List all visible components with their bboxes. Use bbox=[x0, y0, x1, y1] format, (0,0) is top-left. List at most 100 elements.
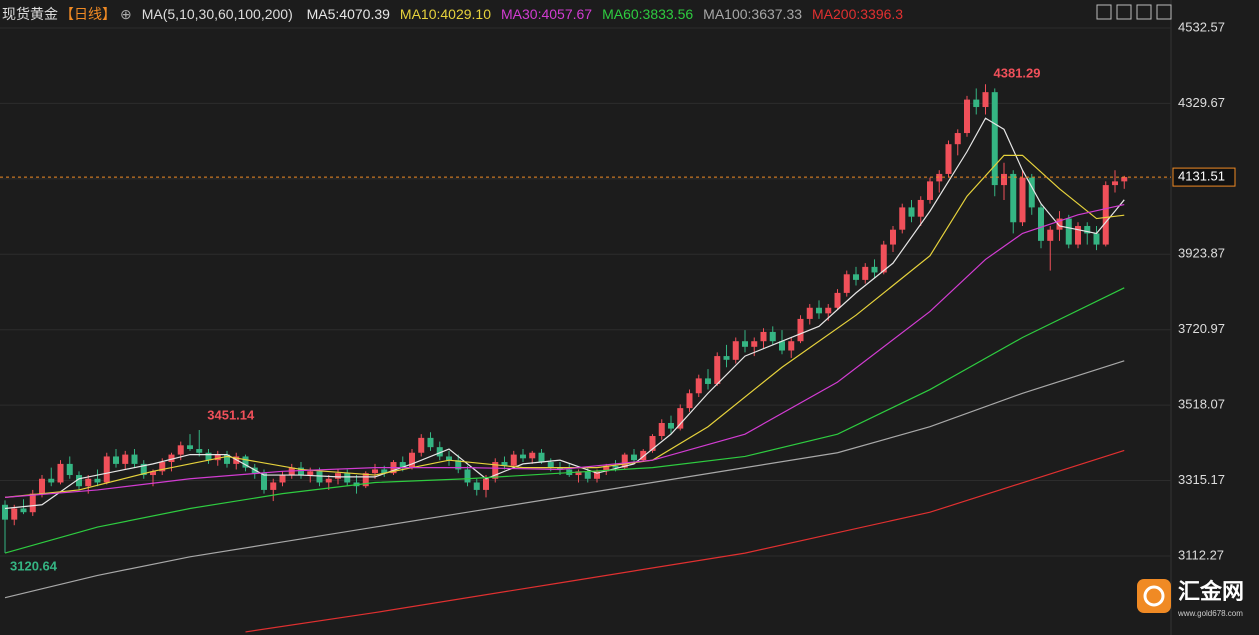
candle-body bbox=[788, 341, 795, 351]
candle-body bbox=[344, 473, 351, 483]
extreme-label: 3451.14 bbox=[207, 407, 255, 422]
candle-body bbox=[908, 207, 915, 217]
candle-body bbox=[427, 437, 434, 448]
candle-body bbox=[436, 447, 443, 457]
y-tick-label: 3112.27 bbox=[1178, 547, 1224, 562]
candle-body bbox=[732, 341, 739, 360]
candle-body bbox=[603, 465, 610, 472]
candle-body bbox=[1038, 207, 1044, 241]
candle-body bbox=[557, 467, 563, 470]
ma-line bbox=[4, 287, 1125, 554]
candle-body bbox=[224, 454, 230, 464]
candle-body bbox=[381, 469, 388, 474]
candle-body bbox=[760, 331, 767, 342]
candle-body bbox=[584, 471, 591, 479]
candle-body bbox=[39, 478, 45, 494]
legend-entry: MA5:4070.39 bbox=[306, 6, 390, 22]
candle-body bbox=[1028, 177, 1035, 208]
candle-body bbox=[547, 462, 554, 468]
candle-body bbox=[66, 463, 73, 476]
header: 现货黄金 【日线】 ⊕ MA(5,10,30,60,100,200) MA5:4070… bbox=[2, 4, 913, 24]
candle-body bbox=[668, 422, 674, 429]
candle-body bbox=[492, 462, 499, 479]
logo-mark bbox=[1143, 585, 1165, 607]
candle-body bbox=[705, 378, 711, 384]
candle-body bbox=[168, 454, 175, 463]
legend-entry: MA200:3396.3 bbox=[812, 6, 904, 22]
candle-body bbox=[538, 452, 545, 463]
candle-body bbox=[945, 144, 952, 174]
candle-body bbox=[131, 454, 138, 464]
candle-body bbox=[399, 462, 406, 468]
candle-body bbox=[205, 452, 212, 461]
watermark-url: www.gold678.com bbox=[1177, 609, 1243, 618]
candle-body bbox=[298, 467, 304, 476]
candle-body bbox=[242, 456, 249, 468]
candle-body bbox=[936, 173, 943, 182]
candle-body bbox=[76, 475, 82, 487]
candle-body bbox=[1093, 233, 1100, 245]
settings-icon[interactable]: ⊕ bbox=[120, 6, 132, 22]
candle-body bbox=[991, 92, 998, 186]
candle-body bbox=[714, 356, 721, 384]
candle-body bbox=[612, 465, 619, 468]
candle-body bbox=[501, 462, 508, 466]
candle-body bbox=[57, 463, 64, 483]
candle-body bbox=[446, 456, 452, 461]
candle-body bbox=[816, 307, 822, 314]
candle-body bbox=[677, 408, 684, 429]
period: 【日线】 bbox=[60, 6, 116, 22]
candle-body bbox=[927, 181, 933, 200]
y-tick-label: 3315.17 bbox=[1178, 472, 1225, 487]
ma-line bbox=[4, 203, 1125, 498]
candle-body bbox=[1065, 218, 1072, 245]
indicator: MA(5,10,30,60,100,200) bbox=[141, 6, 293, 22]
candle-body bbox=[1019, 177, 1026, 223]
candle-body bbox=[418, 437, 425, 453]
candle-body bbox=[196, 449, 203, 453]
candle-body bbox=[187, 445, 193, 450]
candle-body bbox=[270, 482, 277, 490]
candle-body bbox=[20, 508, 27, 513]
candle-body bbox=[640, 450, 647, 461]
candle-body bbox=[779, 341, 785, 351]
candle-body bbox=[890, 229, 896, 245]
candle-body bbox=[649, 436, 656, 451]
candle-body bbox=[150, 471, 156, 476]
candle-body bbox=[1121, 177, 1128, 182]
candle-body bbox=[982, 92, 989, 108]
candle-body bbox=[658, 422, 665, 437]
candle-body bbox=[103, 456, 110, 483]
candle-body bbox=[362, 473, 369, 487]
candle-body bbox=[48, 478, 55, 483]
last-price-label: 4131.51 bbox=[1178, 169, 1225, 184]
y-tick-label: 4532.57 bbox=[1178, 19, 1225, 34]
candle-body bbox=[871, 266, 878, 273]
candle-body bbox=[686, 393, 693, 409]
candle-body bbox=[954, 133, 961, 145]
candle-body bbox=[1056, 218, 1063, 230]
candle-body bbox=[455, 460, 462, 470]
candle-body bbox=[372, 469, 378, 474]
logo-icon bbox=[1137, 579, 1171, 613]
candle-body bbox=[529, 452, 536, 459]
candle-body bbox=[917, 199, 924, 217]
candle-body bbox=[769, 331, 776, 342]
candle-body bbox=[85, 478, 92, 487]
toolbar-icons bbox=[1096, 4, 1172, 20]
candle-body bbox=[825, 307, 832, 314]
y-tick-label: 3518.07 bbox=[1178, 397, 1225, 412]
candle-body bbox=[261, 473, 267, 490]
ma-line bbox=[4, 360, 1125, 599]
candle-body bbox=[1112, 181, 1118, 186]
candle-body bbox=[2, 504, 8, 520]
candle-body bbox=[214, 454, 221, 461]
candle-body bbox=[742, 341, 748, 347]
candle-body bbox=[1075, 225, 1081, 245]
candle-body bbox=[880, 244, 887, 273]
y-tick-label: 3923.87 bbox=[1178, 246, 1225, 261]
ma-line bbox=[4, 154, 1125, 498]
candle-body bbox=[575, 471, 582, 476]
